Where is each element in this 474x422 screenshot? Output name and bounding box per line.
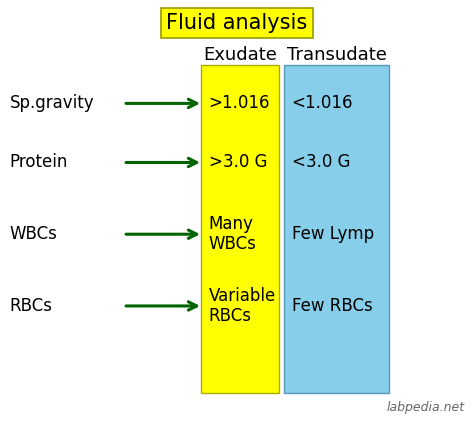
Text: <3.0 G: <3.0 G — [292, 154, 350, 171]
Text: <1.016: <1.016 — [292, 95, 353, 112]
Text: Sp.gravity: Sp.gravity — [9, 95, 94, 112]
Text: labpedia.net: labpedia.net — [386, 401, 465, 414]
Text: >1.016: >1.016 — [209, 95, 270, 112]
Text: WBCs: WBCs — [9, 225, 57, 243]
Text: Few RBCs: Few RBCs — [292, 297, 372, 315]
Text: Many
WBCs: Many WBCs — [209, 215, 256, 253]
Bar — [201, 65, 279, 393]
Text: Exudate: Exudate — [203, 46, 277, 64]
Text: RBCs: RBCs — [9, 297, 53, 315]
Text: Transudate: Transudate — [287, 46, 386, 64]
Text: Variable
RBCs: Variable RBCs — [209, 287, 276, 325]
Bar — [284, 65, 389, 393]
Text: Few Lymp: Few Lymp — [292, 225, 374, 243]
Text: >3.0 G: >3.0 G — [209, 154, 267, 171]
Text: Fluid analysis: Fluid analysis — [166, 13, 308, 33]
Text: Protein: Protein — [9, 154, 68, 171]
